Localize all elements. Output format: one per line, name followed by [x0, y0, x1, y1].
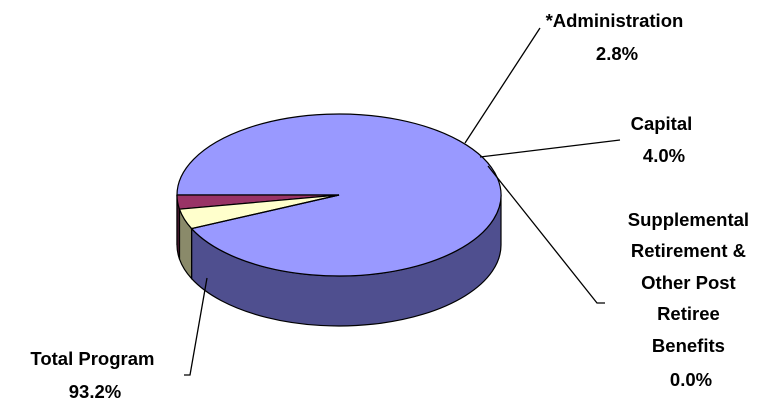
- pie-top-face: [176, 113, 502, 277]
- pie-slice-supplemental-retirement-other-post-retiree-benefits: [191, 194, 340, 230]
- label-supplemental-line-1: Supplemental: [628, 209, 749, 230]
- label-administration: *Administration 2.8%: [546, 10, 689, 64]
- label-capital: Capital 4.0%: [631, 113, 698, 166]
- label-capital-name: Capital: [631, 113, 693, 134]
- leader-line-total-program: [184, 277, 208, 376]
- label-total-program: Total Program 93.2%: [30, 348, 159, 402]
- leader-line-supplemental: [487, 165, 605, 304]
- pie-slice-capital: [178, 194, 340, 230]
- label-administration-value: 2.8%: [596, 43, 638, 64]
- label-supplemental: Supplemental Retirement & Other Post Ret…: [628, 209, 754, 390]
- label-supplemental-value: 0.0%: [670, 369, 712, 390]
- label-administration-name: *Administration: [546, 10, 684, 31]
- label-supplemental-line-4: Retiree: [657, 303, 720, 324]
- leader-line-capital: [479, 139, 621, 158]
- label-supplemental-line-2: Retirement &: [631, 240, 746, 261]
- leader-line-administration: [464, 27, 541, 144]
- label-total-program-name: Total Program: [30, 348, 154, 369]
- label-supplemental-line-3: Other Post: [641, 272, 736, 293]
- label-capital-value: 4.0%: [643, 145, 685, 166]
- label-supplemental-line-5: Benefits: [652, 335, 725, 356]
- label-total-program-value: 93.2%: [69, 381, 121, 402]
